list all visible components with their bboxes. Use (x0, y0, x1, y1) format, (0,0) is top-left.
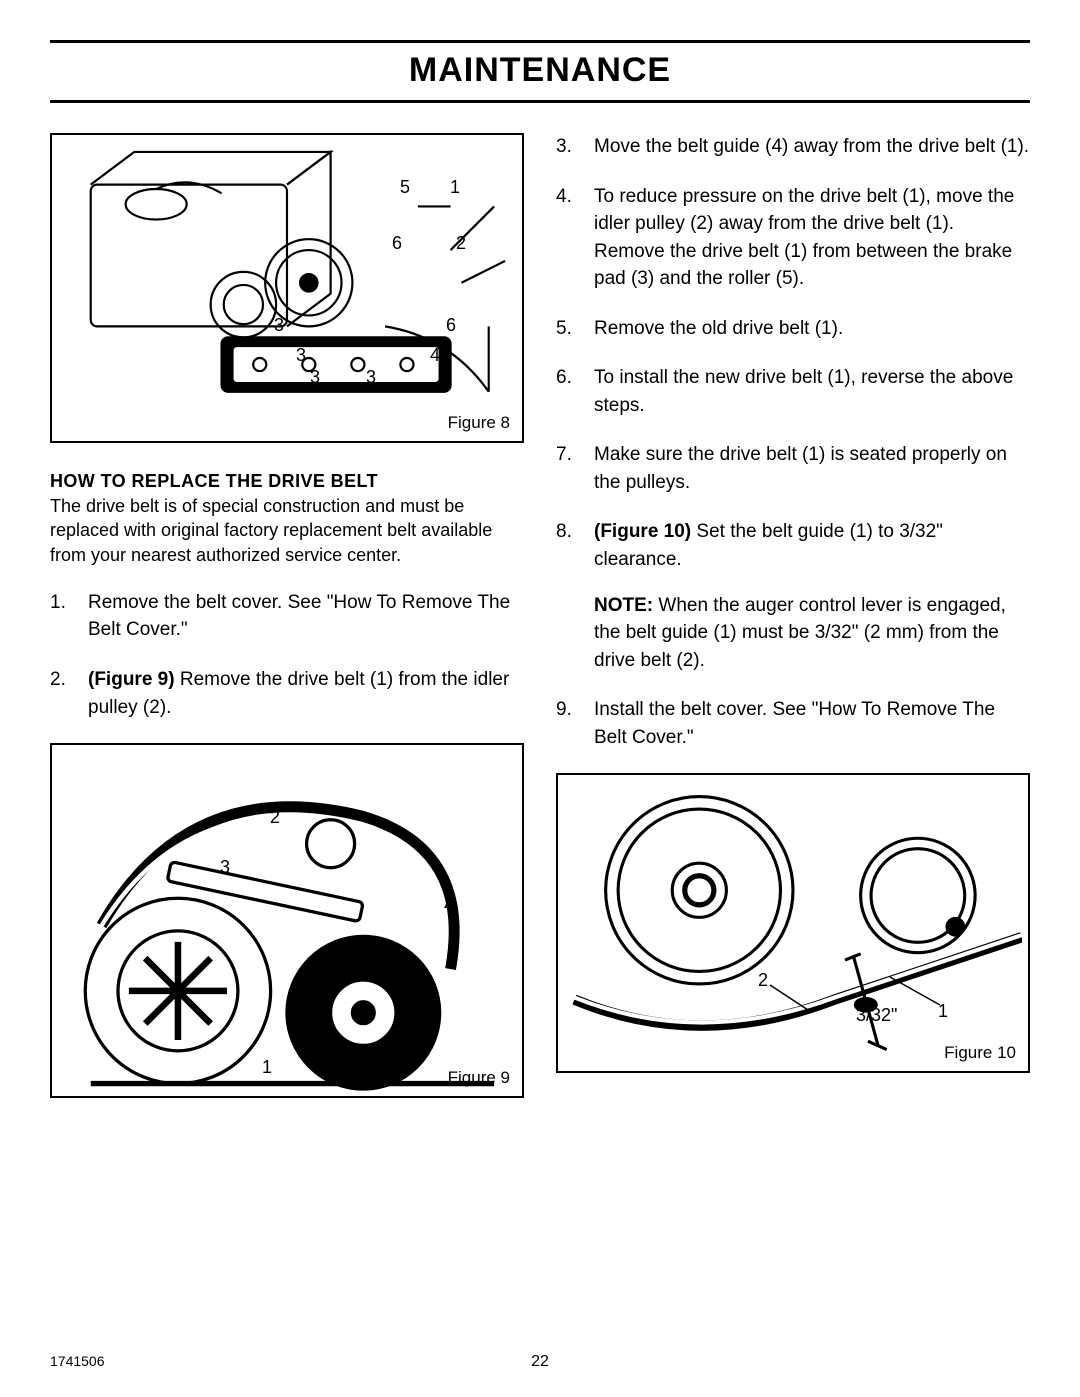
figure-9-drawing (58, 751, 516, 1100)
step-num: 9. (556, 696, 578, 751)
step-2: 2. (Figure 9) Remove the drive belt (1) … (50, 666, 524, 721)
figure-ref: (Figure 9) (88, 669, 175, 690)
step-text: Make sure the drive belt (1) is seated p… (594, 441, 1030, 496)
step-num: 2. (50, 666, 72, 721)
step-text: To install the new drive belt (1), rever… (594, 364, 1030, 419)
callout-3b: 3 (296, 345, 306, 366)
step-text: (Figure 9) Remove the drive belt (1) fro… (88, 666, 524, 721)
step-4: 4. To reduce pressure on the drive belt … (556, 183, 1030, 293)
step-text: Install the belt cover. See "How To Remo… (594, 696, 1030, 751)
section-heading: HOW TO REPLACE THE DRIVE BELT (50, 471, 524, 492)
rule-bottom (50, 100, 1030, 103)
left-column: 5 1 6 2 3 6 3 4 3 3 Figure 8 HOW TO REPL… (50, 133, 524, 1098)
callout-3a: 3 (274, 315, 284, 336)
figure-9: 2 3 4 5 1 Figure 9 (50, 743, 524, 1098)
two-column-layout: 5 1 6 2 3 6 3 4 3 3 Figure 8 HOW TO REPL… (50, 133, 1030, 1098)
callout-2: 2 (270, 807, 280, 828)
left-steps: 1. Remove the belt cover. See "How To Re… (50, 589, 524, 721)
step-num: 6. (556, 364, 578, 419)
section-intro: The drive belt is of special constructio… (50, 494, 524, 567)
step-6: 6. To install the new drive belt (1), re… (556, 364, 1030, 419)
note-text: When the auger control lever is engaged,… (594, 595, 1006, 671)
callout-1: 1 (262, 1057, 272, 1078)
callout-3d: 3 (366, 367, 376, 388)
step-text: Remove the belt cover. See "How To Remov… (88, 589, 524, 644)
step-text: Move the belt guide (4) away from the dr… (594, 133, 1029, 161)
step-1: 1. Remove the belt cover. See "How To Re… (50, 589, 524, 644)
step-num: 1. (50, 589, 72, 644)
callout-5: 5 (400, 965, 410, 986)
step-5: 5. Remove the old drive belt (1). (556, 315, 1030, 343)
callout-3c: 3 (310, 367, 320, 388)
figure-ref: (Figure 10) (594, 521, 691, 542)
step-7: 7. Make sure the drive belt (1) is seate… (556, 441, 1030, 496)
step-3: 3. Move the belt guide (4) away from the… (556, 133, 1030, 161)
step-num: 8. (556, 518, 578, 573)
note: NOTE: When the auger control lever is en… (556, 592, 1030, 675)
figure-10-drawing (564, 781, 1022, 1057)
callout-6: 6 (392, 233, 402, 254)
callout-5: 5 (400, 177, 410, 198)
figure-8: 5 1 6 2 3 6 3 4 3 3 Figure 8 (50, 133, 524, 443)
callout-4: 4 (430, 345, 440, 366)
callout-2: 2 (758, 970, 768, 991)
callout-1: 1 (450, 177, 460, 198)
page: MAINTENANCE (0, 0, 1080, 1397)
callout-3: 3 (220, 857, 230, 878)
step-text: To reduce pressure on the drive belt (1)… (594, 183, 1030, 293)
callout-4: 4 (444, 895, 454, 916)
figure-8-caption: Figure 8 (448, 413, 510, 433)
page-title: MAINTENANCE (50, 43, 1030, 100)
callout-6b: 6 (446, 315, 456, 336)
step-8: 8. (Figure 10) Set the belt guide (1) to… (556, 518, 1030, 674)
step-text: (Figure 10) Set the belt guide (1) to 3/… (594, 518, 1030, 573)
right-steps: 3. Move the belt guide (4) away from the… (556, 133, 1030, 751)
page-number: 22 (50, 1353, 1030, 1371)
note-label: NOTE: (594, 595, 653, 616)
figure-10: 2 1 3/32" Figure 10 (556, 773, 1030, 1073)
figure-8-drawing (58, 141, 516, 435)
figure-10-caption: Figure 10 (944, 1043, 1016, 1063)
page-footer: 1741506 22 (50, 1353, 1030, 1369)
step-text: Remove the old drive belt (1). (594, 315, 843, 343)
step-9: 9. Install the belt cover. See "How To R… (556, 696, 1030, 751)
figure-9-caption: Figure 9 (448, 1068, 510, 1088)
step-num: 3. (556, 133, 578, 161)
callout-2: 2 (456, 233, 466, 254)
step-num: 4. (556, 183, 578, 293)
right-column: 3. Move the belt guide (4) away from the… (556, 133, 1030, 1098)
step-num: 5. (556, 315, 578, 343)
dimension-label: 3/32" (856, 1005, 897, 1026)
callout-1: 1 (938, 1001, 948, 1022)
step-num: 7. (556, 441, 578, 496)
